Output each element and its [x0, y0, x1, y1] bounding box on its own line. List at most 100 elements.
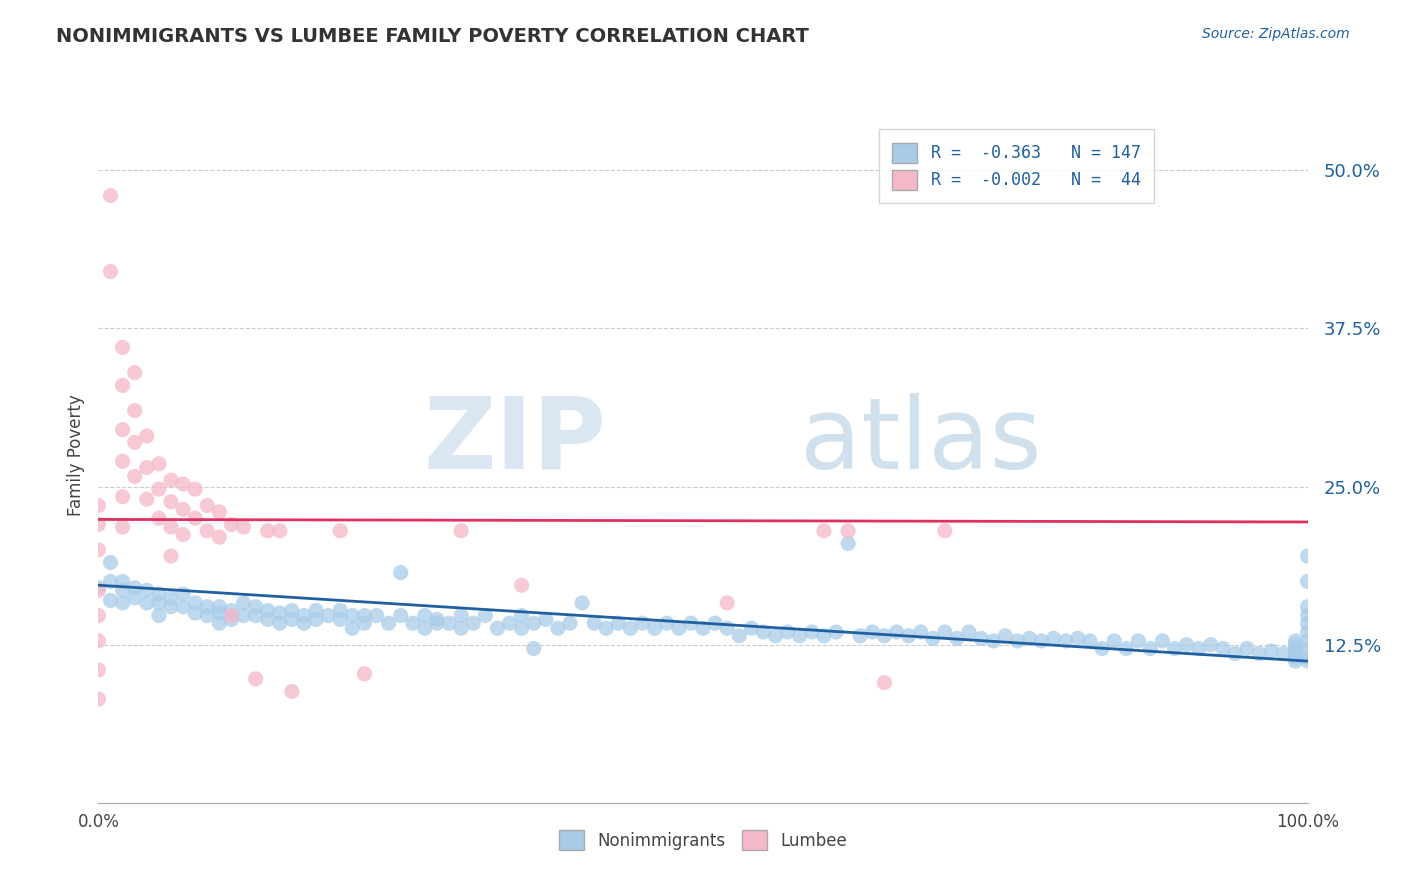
Point — [934, 524, 956, 538]
Point — [1296, 599, 1319, 614]
Point — [232, 608, 254, 623]
Point — [87, 499, 110, 513]
Point — [1296, 549, 1319, 563]
Point — [595, 621, 617, 635]
Point — [413, 621, 436, 635]
Point — [269, 606, 291, 620]
Y-axis label: Family Poverty: Family Poverty — [66, 394, 84, 516]
Point — [160, 473, 183, 487]
Point — [184, 482, 207, 496]
Point — [1175, 638, 1198, 652]
Point — [571, 596, 593, 610]
Point — [135, 492, 157, 507]
Point — [837, 536, 859, 550]
Point — [172, 599, 194, 614]
Point — [269, 616, 291, 631]
Point — [316, 608, 339, 623]
Point — [450, 608, 472, 623]
Point — [135, 429, 157, 443]
Point — [148, 596, 170, 610]
Text: ZIP: ZIP — [423, 392, 606, 490]
Point — [87, 542, 110, 557]
Point — [87, 608, 110, 623]
Point — [1042, 632, 1064, 646]
Point — [486, 621, 509, 635]
Point — [389, 566, 412, 580]
Point — [208, 599, 231, 614]
Point — [232, 596, 254, 610]
Point — [111, 423, 134, 437]
Point — [1163, 641, 1185, 656]
Point — [426, 616, 449, 631]
Point — [292, 616, 315, 631]
Point — [1018, 632, 1040, 646]
Point — [195, 524, 218, 538]
Point — [353, 666, 375, 681]
Point — [342, 621, 364, 635]
Point — [957, 625, 980, 640]
Point — [860, 625, 883, 640]
Point — [148, 511, 170, 525]
Point — [195, 499, 218, 513]
Point — [111, 490, 134, 504]
Point — [195, 599, 218, 614]
Point — [87, 692, 110, 706]
Point — [184, 606, 207, 620]
Point — [256, 524, 278, 538]
Point — [111, 520, 134, 534]
Point — [1078, 633, 1101, 648]
Point — [631, 616, 654, 631]
Point — [825, 625, 848, 640]
Point — [111, 378, 134, 392]
Point — [305, 612, 328, 626]
Point — [232, 520, 254, 534]
Point — [607, 616, 630, 631]
Point — [124, 403, 146, 417]
Point — [1296, 608, 1319, 623]
Point — [873, 629, 896, 643]
Point — [111, 574, 134, 589]
Point — [353, 616, 375, 631]
Point — [1284, 641, 1306, 656]
Point — [474, 608, 496, 623]
Point — [281, 603, 304, 617]
Point — [886, 625, 908, 640]
Point — [910, 625, 932, 640]
Point — [160, 599, 183, 614]
Point — [172, 502, 194, 516]
Point — [1152, 633, 1174, 648]
Point — [558, 616, 581, 631]
Point — [450, 524, 472, 538]
Point — [402, 616, 425, 631]
Point — [160, 591, 183, 605]
Point — [1284, 644, 1306, 658]
Point — [245, 599, 267, 614]
Point — [111, 583, 134, 598]
Point — [172, 587, 194, 601]
Point — [208, 606, 231, 620]
Point — [329, 524, 352, 538]
Point — [1284, 654, 1306, 668]
Text: NONIMMIGRANTS VS LUMBEE FAMILY POVERTY CORRELATION CHART: NONIMMIGRANTS VS LUMBEE FAMILY POVERTY C… — [56, 27, 808, 45]
Point — [644, 621, 666, 635]
Point — [704, 616, 727, 631]
Point — [184, 511, 207, 525]
Point — [1007, 633, 1029, 648]
Point — [849, 629, 872, 643]
Point — [619, 621, 641, 635]
Point — [87, 633, 110, 648]
Point — [534, 612, 557, 626]
Point — [353, 608, 375, 623]
Point — [148, 608, 170, 623]
Point — [1296, 625, 1319, 640]
Point — [1091, 641, 1114, 656]
Point — [124, 435, 146, 450]
Point — [292, 608, 315, 623]
Point — [1139, 641, 1161, 656]
Point — [135, 460, 157, 475]
Point — [389, 608, 412, 623]
Point — [740, 621, 762, 635]
Point — [148, 482, 170, 496]
Point — [523, 616, 546, 631]
Point — [208, 616, 231, 631]
